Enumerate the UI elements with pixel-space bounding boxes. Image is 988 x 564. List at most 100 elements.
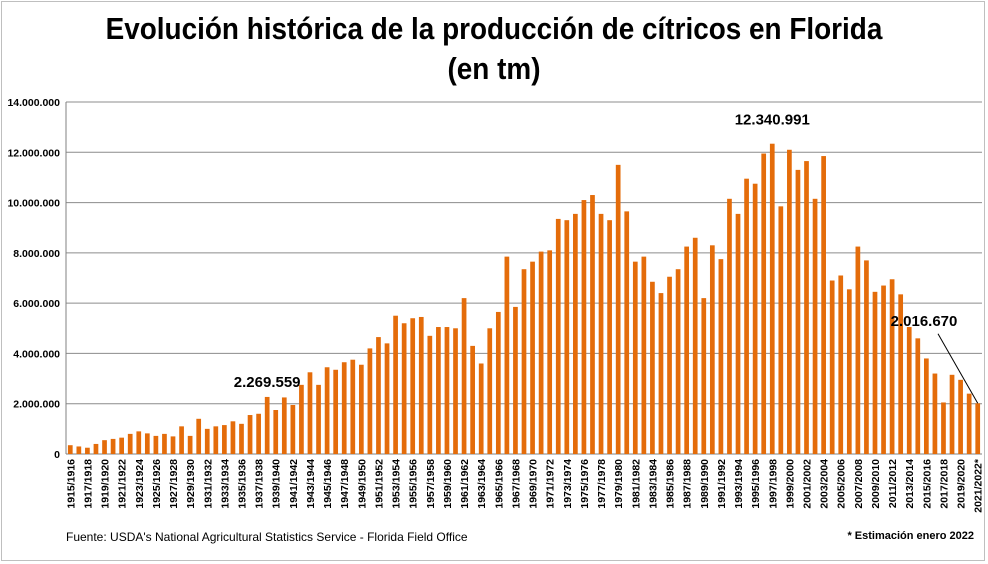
bar (941, 402, 946, 454)
x-tick-label: 2019/2020 (956, 459, 968, 509)
x-tick-label: 1979/1980 (613, 459, 625, 509)
bar (855, 246, 861, 454)
bar (144, 433, 150, 454)
bar (179, 426, 184, 454)
bar (821, 156, 826, 455)
x-tick-label: 1971/1972 (545, 459, 557, 509)
x-tick-label: 2003/2004 (819, 459, 831, 509)
bar (966, 393, 972, 454)
x-tick-label: 1981/1982 (630, 459, 642, 509)
x-tick-label: 1969/1970 (528, 459, 540, 509)
bar (504, 256, 510, 454)
bar (401, 323, 407, 454)
x-tick-label: 2011/2012 (887, 459, 899, 508)
x-tick-label: 1927/1928 (168, 459, 180, 509)
bar (290, 404, 296, 454)
bar (735, 213, 741, 454)
bar (136, 431, 142, 454)
x-tick-label: 1989/1990 (699, 459, 711, 509)
bar (273, 410, 279, 454)
bar (453, 328, 458, 454)
bar (547, 250, 553, 454)
bar (607, 220, 612, 454)
bar (436, 327, 441, 454)
y-tick-label: 2.000.000 (13, 399, 60, 411)
bar (256, 413, 261, 454)
bar (701, 298, 707, 454)
y-tick-label: 10.000.000 (7, 198, 60, 210)
bar (299, 384, 304, 454)
bar (658, 293, 664, 454)
bar (924, 358, 929, 454)
x-tick-label: 1947/1948 (339, 459, 351, 509)
bar (667, 276, 672, 454)
bar (538, 251, 544, 454)
bar (632, 261, 638, 454)
bar (846, 289, 852, 454)
x-tick-label: 1999/2000 (784, 459, 796, 509)
bar (864, 260, 869, 454)
bar (204, 428, 210, 454)
bar (247, 415, 253, 454)
bar (418, 316, 424, 454)
data-label: 2.269.559 (234, 374, 301, 391)
x-tick-label: 1997/1998 (767, 459, 779, 509)
bar (427, 335, 433, 454)
bar (239, 423, 244, 454)
x-tick-label: 2009/2010 (870, 459, 882, 509)
x-tick-label: 1929/1930 (185, 459, 197, 509)
x-tick-label: 1985/1986 (665, 459, 677, 509)
bar (949, 374, 955, 454)
x-tick-label: 2001/2002 (802, 459, 814, 509)
x-tick-label: 1919/1920 (100, 459, 112, 509)
bar (281, 397, 287, 454)
bar (555, 218, 561, 454)
bar (367, 348, 373, 454)
bar (264, 396, 270, 454)
bar (812, 198, 818, 454)
x-tick-label: 1935/1936 (236, 459, 248, 509)
bar (85, 447, 90, 454)
bar (170, 436, 176, 454)
bar (915, 338, 921, 454)
bar (341, 362, 347, 454)
x-tick-label: 1953/1954 (391, 459, 403, 509)
x-tick-label: 2015/2016 (921, 459, 933, 509)
y-tick-label: 4.000.000 (13, 348, 60, 360)
bar (470, 345, 475, 454)
x-tick-label: 2005/2006 (836, 459, 848, 509)
bar (393, 315, 398, 454)
x-tick-label: 1993/1994 (733, 459, 745, 509)
bar (744, 178, 749, 454)
bar (906, 327, 912, 454)
x-tick-label: 1915/1916 (65, 459, 77, 509)
x-tick-label: 1983/1984 (647, 459, 659, 509)
bar (358, 364, 364, 454)
x-tick-label: 1949/1950 (356, 459, 368, 509)
bar (410, 318, 416, 454)
bar (119, 437, 124, 454)
bar (444, 327, 450, 454)
y-tick-label: 8.000.000 (13, 248, 60, 260)
bar (316, 384, 321, 454)
bar (872, 291, 878, 454)
bar (598, 213, 604, 454)
x-tick-label: 1977/1978 (596, 459, 608, 509)
x-tick-label: 1959/1960 (442, 459, 454, 509)
bar (196, 418, 202, 454)
bar (350, 359, 356, 454)
bar (581, 200, 587, 454)
bar (93, 443, 99, 454)
bar (478, 363, 484, 454)
bar (222, 425, 227, 454)
bar (675, 269, 681, 454)
bar (650, 281, 655, 454)
x-tick-label: 1937/1938 (254, 459, 266, 509)
bar (641, 256, 647, 454)
bar (495, 311, 501, 454)
bar (684, 246, 690, 454)
x-tick-label: 1995/1996 (750, 459, 762, 509)
data-label: 2.016.670 (891, 313, 958, 330)
x-tick-label: 2021/2022* (973, 458, 985, 513)
